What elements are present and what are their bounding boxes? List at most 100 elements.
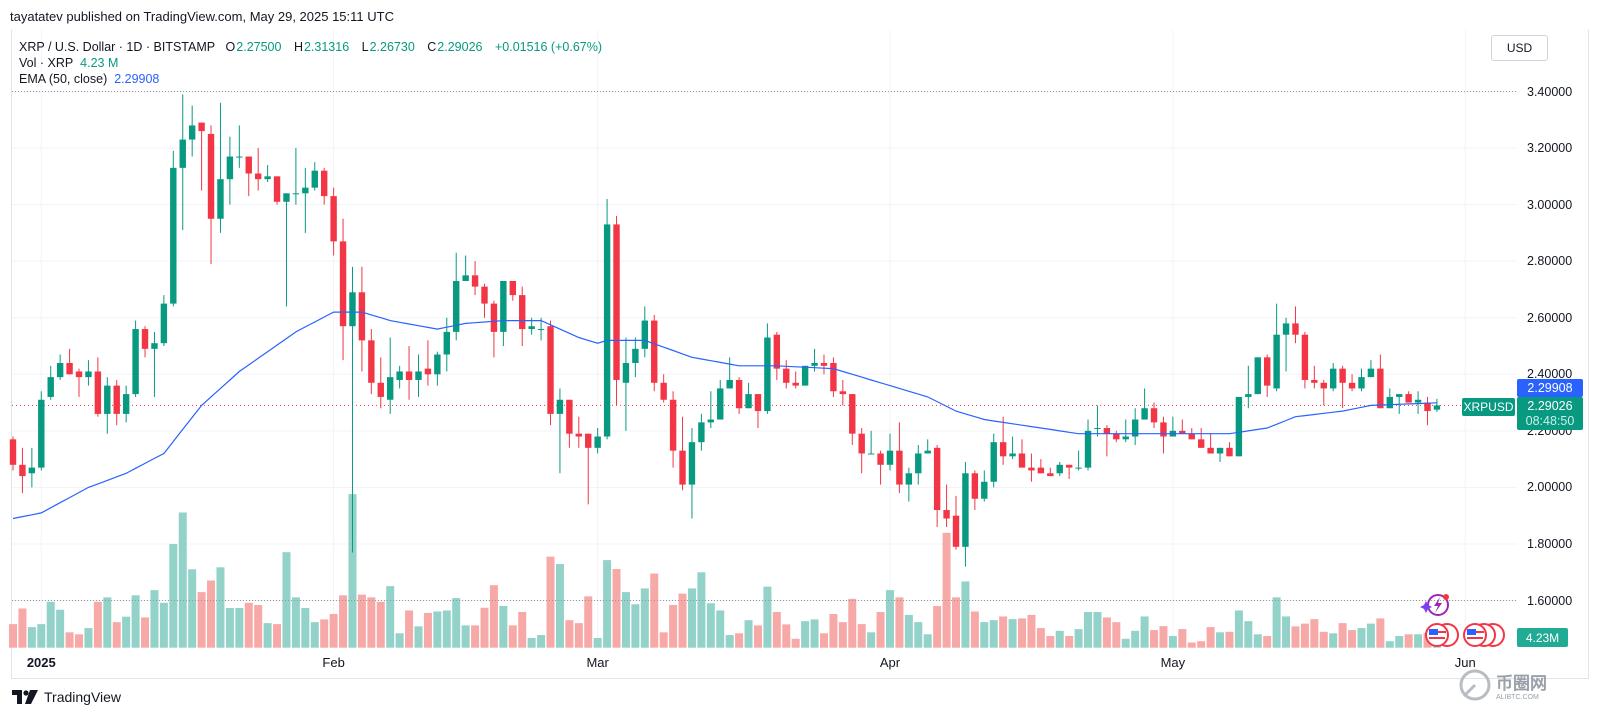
candle[interactable] xyxy=(1254,357,1261,395)
candle[interactable] xyxy=(1405,391,1412,403)
candle[interactable] xyxy=(9,436,17,471)
candle[interactable] xyxy=(990,433,997,488)
candle[interactable] xyxy=(264,165,271,182)
candle[interactable] xyxy=(1263,354,1271,397)
candle[interactable] xyxy=(603,198,611,440)
candle[interactable] xyxy=(651,314,658,392)
candle[interactable] xyxy=(905,467,913,502)
candle[interactable] xyxy=(254,148,262,191)
candle[interactable] xyxy=(764,323,771,414)
candle[interactable] xyxy=(245,156,252,197)
candle[interactable] xyxy=(594,428,601,454)
candle[interactable] xyxy=(56,354,64,380)
candle[interactable] xyxy=(915,445,922,485)
candle[interactable] xyxy=(471,261,479,296)
candle[interactable] xyxy=(1141,388,1148,420)
candle[interactable] xyxy=(113,379,120,426)
candle[interactable] xyxy=(1065,464,1073,479)
candle[interactable] xyxy=(1433,398,1441,412)
volume-label[interactable]: Vol · XRP xyxy=(19,56,74,70)
candle[interactable] xyxy=(613,215,620,406)
candle[interactable] xyxy=(377,357,384,409)
candle[interactable] xyxy=(1122,419,1129,443)
candle[interactable] xyxy=(773,331,781,380)
candle[interactable] xyxy=(1216,447,1224,462)
candle[interactable] xyxy=(896,422,903,494)
candle[interactable] xyxy=(38,391,45,471)
candle[interactable] xyxy=(1330,362,1337,392)
candle[interactable] xyxy=(556,388,564,474)
currency-button[interactable]: USD xyxy=(1491,35,1548,61)
candle[interactable] xyxy=(1075,450,1082,471)
candle[interactable] xyxy=(792,371,799,389)
candle[interactable] xyxy=(320,167,328,205)
candle[interactable] xyxy=(1311,365,1318,389)
candle[interactable] xyxy=(160,295,168,347)
candle[interactable] xyxy=(1358,368,1365,392)
candle[interactable] xyxy=(1009,436,1016,460)
candle[interactable] xyxy=(933,445,941,528)
candle[interactable] xyxy=(877,450,884,485)
candle[interactable] xyxy=(754,394,762,429)
candle[interactable] xyxy=(726,357,733,389)
candle[interactable] xyxy=(188,105,196,157)
candle[interactable] xyxy=(330,187,337,256)
candle[interactable] xyxy=(170,150,177,307)
candle[interactable] xyxy=(500,280,507,347)
candle[interactable] xyxy=(1282,317,1290,372)
candle[interactable] xyxy=(358,266,366,372)
candle[interactable] xyxy=(122,385,130,423)
candle[interactable] xyxy=(1245,365,1252,409)
candle[interactable] xyxy=(1047,467,1054,477)
candle[interactable] xyxy=(1131,408,1139,445)
candle[interactable] xyxy=(1113,430,1120,443)
candle[interactable] xyxy=(999,416,1007,465)
candle[interactable] xyxy=(632,337,639,378)
candle[interactable] xyxy=(94,357,102,417)
candle[interactable] xyxy=(1367,360,1375,378)
candle[interactable] xyxy=(85,360,92,386)
candle[interactable] xyxy=(830,357,837,397)
candle[interactable] xyxy=(1179,419,1186,434)
legend-volume[interactable]: Vol · XRP 4.23 M xyxy=(19,56,118,70)
candle[interactable] xyxy=(1292,306,1299,344)
candle[interactable] xyxy=(886,433,894,471)
candle[interactable] xyxy=(302,167,309,233)
candle[interactable] xyxy=(1339,365,1346,409)
candle[interactable] xyxy=(141,326,149,358)
candle[interactable] xyxy=(943,484,950,528)
candle[interactable] xyxy=(981,470,988,502)
candle[interactable] xyxy=(387,337,394,414)
candle[interactable] xyxy=(745,382,752,409)
candle[interactable] xyxy=(519,286,526,347)
candle[interactable] xyxy=(1226,442,1233,457)
candle[interactable] xyxy=(368,329,375,395)
candle[interactable] xyxy=(1037,459,1045,474)
candle[interactable] xyxy=(179,94,186,231)
candle[interactable] xyxy=(547,320,554,426)
candle[interactable] xyxy=(1273,303,1280,392)
us-economic-event-icon[interactable] xyxy=(1424,622,1460,648)
candle[interactable] xyxy=(924,439,931,454)
candle[interactable] xyxy=(75,368,83,397)
candle[interactable] xyxy=(867,430,875,455)
candle[interactable] xyxy=(717,379,724,420)
candle[interactable] xyxy=(283,193,290,307)
candle[interactable] xyxy=(217,102,224,233)
candle[interactable] xyxy=(490,300,498,358)
candle[interactable] xyxy=(236,125,243,168)
candle[interactable] xyxy=(132,320,139,397)
ema-label[interactable]: EMA (50, close) xyxy=(19,72,108,86)
candle[interactable] xyxy=(198,122,205,191)
candle[interactable] xyxy=(104,377,111,434)
candle[interactable] xyxy=(453,252,460,341)
candle[interactable] xyxy=(1056,461,1063,477)
candle[interactable] xyxy=(1207,433,1214,454)
candle[interactable] xyxy=(971,470,979,511)
candle[interactable] xyxy=(1150,402,1158,429)
candle[interactable] xyxy=(1084,419,1092,471)
candle[interactable] xyxy=(151,331,158,397)
candle[interactable] xyxy=(669,391,677,468)
candle[interactable] xyxy=(509,280,516,301)
